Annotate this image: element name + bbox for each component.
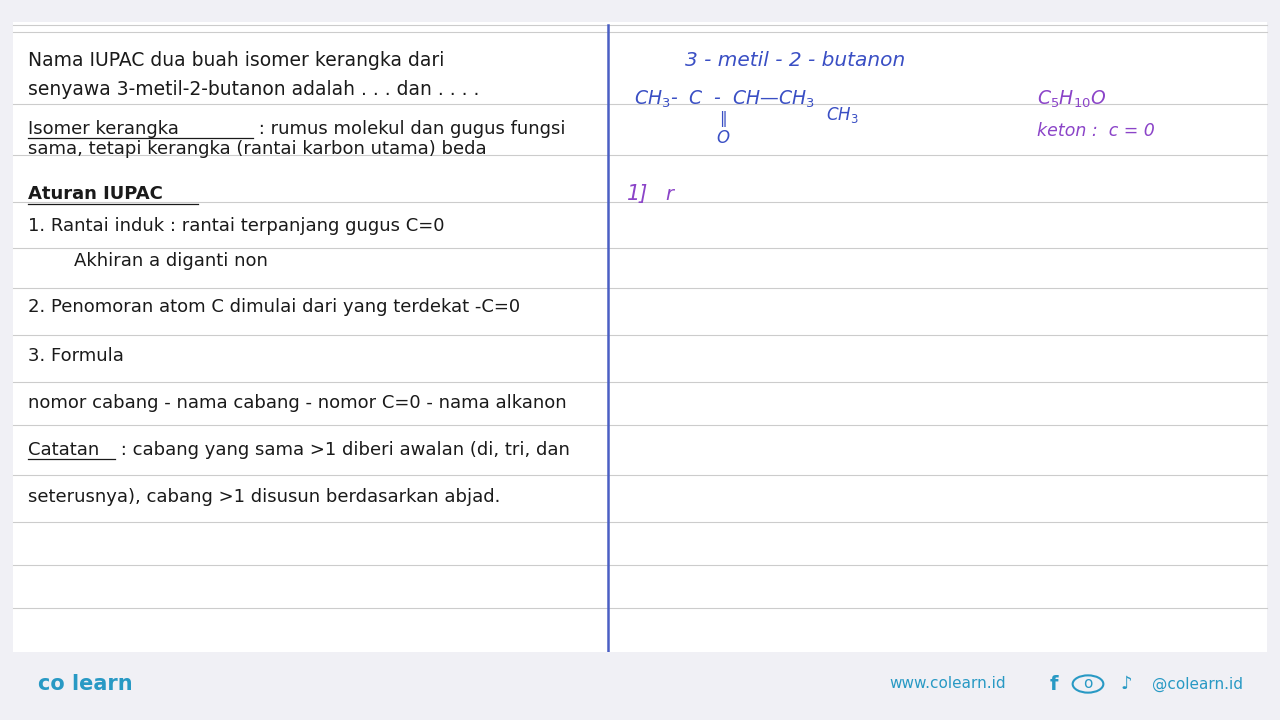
Text: $C_5H_{10}O$: $C_5H_{10}O$ [1037,89,1106,110]
Text: Aturan IUPAC: Aturan IUPAC [28,185,163,203]
Text: keton :  c = 0: keton : c = 0 [1037,122,1155,140]
Text: Akhiran a diganti non: Akhiran a diganti non [74,251,268,269]
FancyBboxPatch shape [0,652,1280,720]
Text: ‖: ‖ [719,111,727,127]
Text: senyawa 3-metil-2-butanon adalah . . . dan . . . .: senyawa 3-metil-2-butanon adalah . . . d… [28,80,480,99]
Text: @colearn.id: @colearn.id [1152,676,1243,692]
Text: Isomer kerangka: Isomer kerangka [28,120,179,138]
Text: Nama IUPAC dua buah isomer kerangka dari: Nama IUPAC dua buah isomer kerangka dari [28,51,444,70]
Text: 1]: 1] [627,184,649,204]
Text: ♪: ♪ [1120,675,1132,693]
Text: Catatan: Catatan [28,441,100,459]
Text: co learn: co learn [38,674,133,694]
Text: $CH_3$-  C  -  CH—$CH_3$: $CH_3$- C - CH—$CH_3$ [634,89,814,110]
Text: o: o [1083,677,1093,691]
Text: O: O [717,130,730,148]
Text: $CH_3$: $CH_3$ [826,105,859,125]
Text: 2. Penomoran atom C dimulai dari yang terdekat -C=0: 2. Penomoran atom C dimulai dari yang te… [28,299,520,317]
Text: sama, tetapi kerangka (rantai karbon utama) beda: sama, tetapi kerangka (rantai karbon uta… [28,140,486,158]
Text: 3 - metil - 2 - butanon: 3 - metil - 2 - butanon [685,51,905,70]
Text: 3. Formula: 3. Formula [28,347,124,365]
Text: : rumus molekul dan gugus fungsi: : rumus molekul dan gugus fungsi [253,120,566,138]
Text: 1. Rantai induk : rantai terpanjang gugus C=0: 1. Rantai induk : rantai terpanjang gugu… [28,217,444,235]
Text: r: r [666,185,673,204]
Text: seterusnya), cabang >1 disusun berdasarkan abjad.: seterusnya), cabang >1 disusun berdasark… [28,488,500,505]
Text: : cabang yang sama >1 diberi awalan (di, tri, dan: : cabang yang sama >1 diberi awalan (di,… [115,441,570,459]
Text: www.colearn.id: www.colearn.id [890,677,1006,691]
Text: nomor cabang - nama cabang - nomor C=0 - nama alkanon: nomor cabang - nama cabang - nomor C=0 -… [28,395,567,412]
Text: f: f [1050,675,1059,693]
FancyBboxPatch shape [13,22,1267,652]
